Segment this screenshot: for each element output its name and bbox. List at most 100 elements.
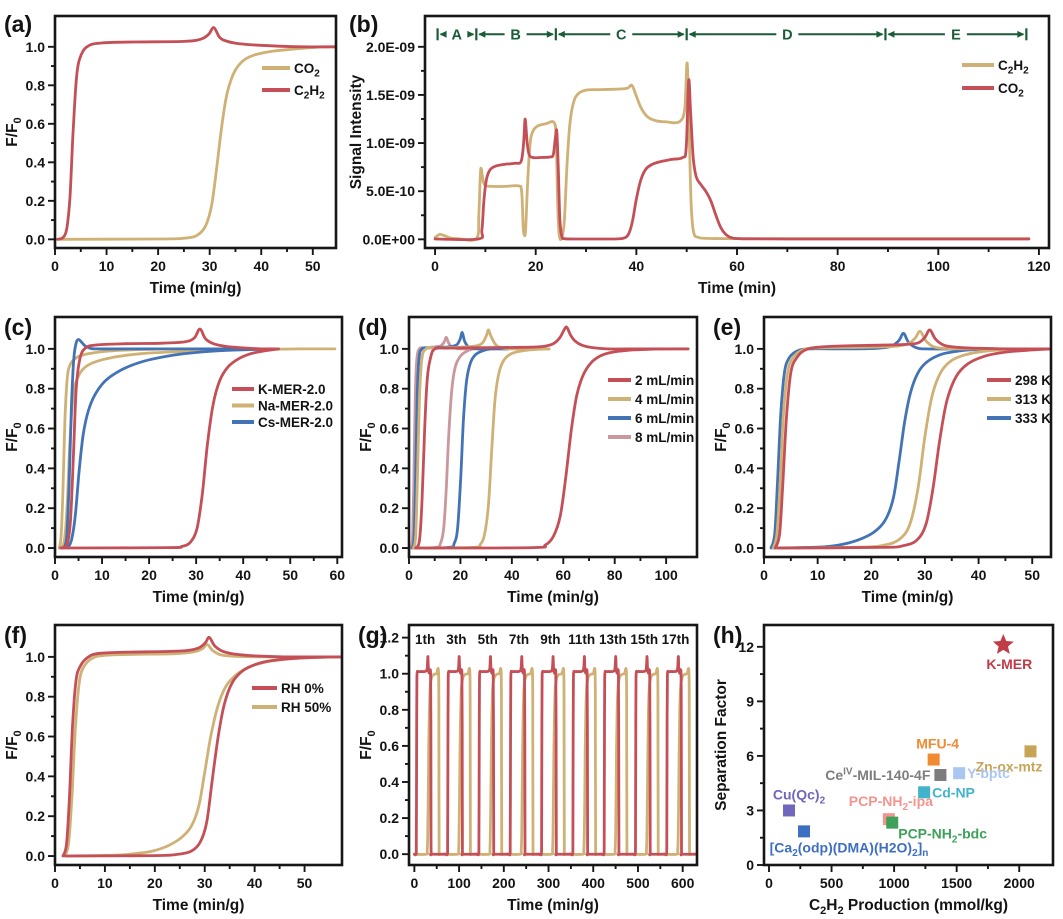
legend-label: 333 K [1015,411,1051,426]
y-axis-title: Signal Intensity [348,74,365,189]
y-axis-title: F/F0 [358,422,378,451]
legend-label: 6 mL/min [635,411,694,426]
y-tick-label: 2.0E-09 [366,39,415,55]
panel-h: 0 500 1000 1500 2000 0 3 6 9 12 C2H2 Production (m… [709,611,1063,919]
axis-ticks [402,636,684,872]
x-axis-title: Time (min/g) [153,897,245,914]
y-tick-label: 0.8 [26,77,46,93]
label-Ca2-odp-DMA-H2O: [Ca2(odp)(DMA)(H2O)2]n [770,839,929,859]
series-RH0-fast [61,635,342,858]
y-axis-title: F/F0 [358,730,378,759]
series-cycle-C2H2 [569,655,603,857]
y-tick-label: 0.4 [380,460,400,476]
y-tick-label: 0.6 [26,729,46,745]
x-tick-label: 50 [1024,567,1040,583]
axis-ticks [48,45,314,255]
chart-g: 0 100 200 300 400 500 600 0.0 0.2 0.4 0.6 0.8 1.0 1.2… [358,622,699,914]
x-tick-label: 20 [147,875,163,891]
y-tick-label: 0.2 [26,193,46,209]
cycle-label: 7th [509,632,529,647]
y-tick-label: 0.0 [735,540,755,556]
label-PCP-NH2-ipa: PCP-NH2-ipa [849,793,933,813]
marker-K-MER [992,634,1014,654]
panel-label: (d) [358,314,387,340]
x-tick-label: 20 [864,567,880,583]
cycle-label: 1th [415,632,435,647]
cycle-label: 11th [568,632,595,647]
x-tick-label: 200 [492,875,516,891]
y-tick-label: 0.0 [26,540,46,556]
legend-label: K-MER-2.0 [258,382,326,397]
plot-frame [53,14,338,250]
y-tick-label: 1.0 [380,341,400,357]
y-axis-title: F/F0 [4,422,24,451]
series-333K-slow [771,347,997,550]
chart-b: 0 20 40 60 80 100 120 0.0E+00 5.0E-10 1.0E-09 1.5E… [348,11,1051,297]
x-tick-label: 20 [141,567,157,583]
chart-e: 0 10 20 30 40 50 0.0 0.2 0.4 0.6 0.8 1.0 Time (min/g… [713,314,1053,606]
y-tick-label: 0.2 [380,810,400,826]
x-tick-label: 0 [51,875,59,891]
x-tick-label: 30 [197,875,213,891]
cycle-label: 13th [599,632,627,647]
x-tick-label: 1000 [879,875,910,891]
x-tick-label: 10 [94,567,110,583]
panel-f: 0 10 20 30 40 50 0.0 0.2 0.4 0.6 0.8 1.0 Time (min/g… [0,611,354,919]
series-Cs-MER-fast [62,338,276,550]
x-tick-label: 0 [760,567,768,583]
series-cycle-C2H2 [663,655,697,857]
y-tick-label: 0.4 [380,774,400,790]
panel-d: 0 20 40 60 80 100 0.0 0.2 0.4 0.6 0.8 1.0 Time (min/… [354,303,709,611]
x-tick-label: 50 [282,567,298,583]
series-313K-fast [771,329,1031,550]
x-tick-label: 20 [528,258,544,274]
cycle-label: 9th [540,632,560,647]
legend-label: CO2 [294,61,320,80]
series-2mL-fast [414,325,690,550]
y-tick-label: 0.8 [380,381,400,397]
plot-frame [53,623,344,867]
x-tick-label: 300 [537,875,561,891]
y-tick-label: 0.2 [26,500,46,516]
y-tick-label: 0.8 [380,702,400,718]
plot-frame [762,623,1055,867]
x-tick-label: 40 [253,258,269,274]
y-tick-label: 0.6 [26,116,46,132]
label-Zn-ox-mtz: Zn-ox-mtz [976,758,1043,774]
series-cycle-C2H2 [632,655,666,857]
series-313K-slow [773,347,1031,550]
legend-label: 313 K [1015,392,1051,407]
y-axis-title: F/F0 [713,422,733,451]
series-cycle-C2H2 [538,655,572,857]
marker-Zn-ox-mtz [1024,745,1037,758]
y-tick-label: 12 [738,639,754,655]
x-tick-label: 40 [247,875,263,891]
x-tick-label: 50 [305,258,321,274]
panel-b: 0 20 40 60 80 100 120 0.0E+00 5.0E-10 1.0E-09 1.5E… [345,0,1063,300]
series-4mL-fast [412,328,551,550]
x-tick-label: 2000 [1004,875,1035,891]
legend-label: RH 0% [281,681,324,696]
axis-ticks [48,347,339,564]
y-tick-label: 1.2 [380,630,400,646]
marker-Y-bptc [953,767,966,780]
x-tick-label: 50 [297,875,313,891]
x-tick-label: 20 [453,567,469,583]
region-label: C [616,27,627,43]
panel-label: (c) [4,314,32,340]
series-RH50-fast [63,643,342,858]
y-tick-label: 1.0E-09 [366,135,415,151]
x-axis-title: Time (min/g) [507,589,599,606]
y-tick-label: 1.0 [735,341,755,357]
marker-Cd-NP [918,786,931,799]
y-tick-label: 6 [746,748,754,764]
series-group [433,61,1031,242]
region-label: A [451,27,462,43]
x-tick-label: 60 [330,567,346,583]
y-tick-label: 9 [746,693,754,709]
cycle-label: 5th [478,632,498,647]
y-tick-label: 0.6 [26,421,46,437]
series-group [409,325,690,550]
y-tick-label: 0.6 [380,738,400,754]
series-group [413,655,697,857]
